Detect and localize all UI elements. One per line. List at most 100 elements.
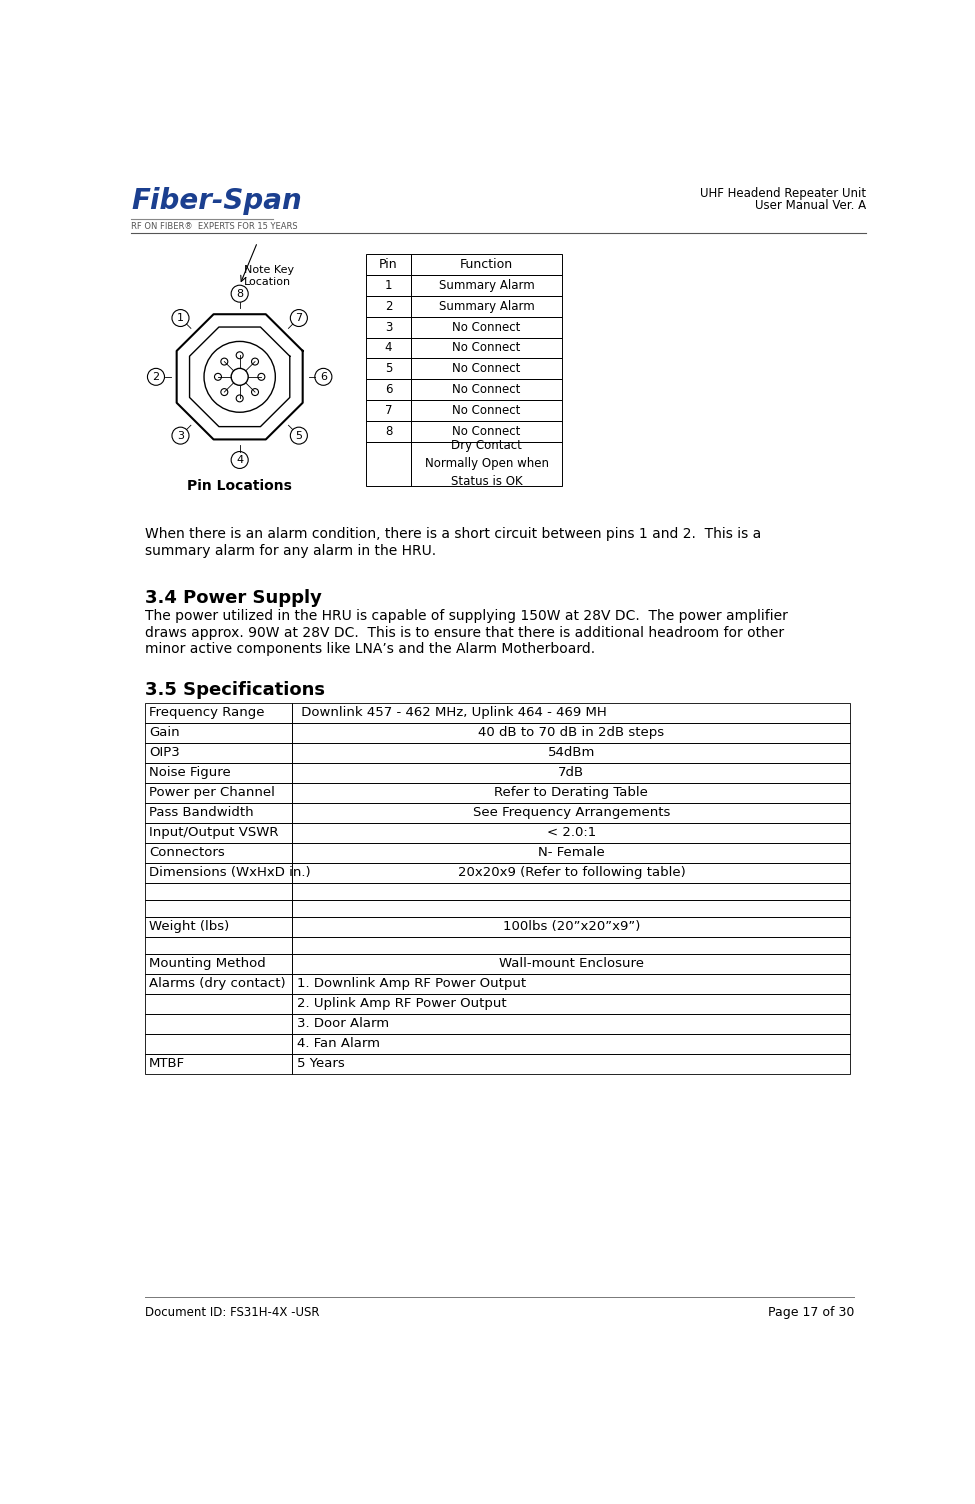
Text: 2. Uplink Amp RF Power Output: 2. Uplink Amp RF Power Output <box>297 997 507 1011</box>
Text: 5: 5 <box>385 362 392 374</box>
Text: summary alarm for any alarm in the HRU.: summary alarm for any alarm in the HRU. <box>145 544 436 558</box>
Text: 54dBm: 54dBm <box>548 746 595 760</box>
Bar <box>292 899 850 916</box>
Text: Downlink 457 - 462 MHz, Uplink 464 - 469 MH: Downlink 457 - 462 MHz, Uplink 464 - 469… <box>297 705 606 719</box>
Text: 3: 3 <box>385 320 392 334</box>
Bar <box>366 317 410 337</box>
Text: OIP3: OIP3 <box>149 746 179 760</box>
Text: 4. Fan Alarm: 4. Fan Alarm <box>297 1038 380 1050</box>
Text: Power per Channel: Power per Channel <box>149 787 275 799</box>
Text: 5 Years: 5 Years <box>297 1057 345 1071</box>
Bar <box>292 763 850 782</box>
Bar <box>145 1033 292 1054</box>
Text: 1: 1 <box>385 280 392 292</box>
Text: 3: 3 <box>177 430 184 441</box>
Text: Frequency Range: Frequency Range <box>149 705 264 719</box>
Bar <box>410 379 562 400</box>
Bar <box>366 421 410 442</box>
Bar <box>292 1054 850 1074</box>
Text: No Connect: No Connect <box>452 341 521 355</box>
Text: 2: 2 <box>385 299 392 313</box>
Bar <box>366 296 410 317</box>
Bar <box>292 973 850 994</box>
Bar <box>292 937 850 954</box>
Bar <box>410 337 562 358</box>
Bar <box>292 916 850 937</box>
Bar <box>292 782 850 803</box>
Bar <box>292 743 850 763</box>
Text: < 2.0:1: < 2.0:1 <box>547 826 596 839</box>
Text: Pin: Pin <box>379 257 398 271</box>
Text: 8: 8 <box>385 424 392 438</box>
Bar <box>292 823 850 842</box>
Bar <box>410 317 562 337</box>
Text: 2: 2 <box>152 371 160 382</box>
Text: User Manual Ver. A: User Manual Ver. A <box>755 199 866 212</box>
Bar <box>145 954 292 973</box>
Text: Summary Alarm: Summary Alarm <box>439 280 534 292</box>
Bar <box>145 973 292 994</box>
Text: 7dB: 7dB <box>559 766 584 779</box>
Bar <box>145 763 292 782</box>
Text: MTBF: MTBF <box>149 1057 185 1071</box>
Text: 1: 1 <box>177 313 184 323</box>
Text: Alarms (dry contact): Alarms (dry contact) <box>149 978 286 990</box>
Bar <box>366 379 410 400</box>
Bar <box>410 254 562 275</box>
Text: Pin Locations: Pin Locations <box>187 480 292 493</box>
Bar <box>410 442 562 486</box>
Text: Mounting Method: Mounting Method <box>149 957 266 970</box>
Text: No Connect: No Connect <box>452 362 521 374</box>
Bar <box>292 1033 850 1054</box>
Text: Gain: Gain <box>149 726 179 738</box>
Text: 7: 7 <box>295 313 302 323</box>
Text: 6: 6 <box>385 384 392 396</box>
Bar <box>292 1014 850 1033</box>
Text: draws approx. 90W at 28V DC.  This is to ensure that there is additional headroo: draws approx. 90W at 28V DC. This is to … <box>145 626 784 639</box>
Text: RF ON FIBER®  EXPERTS FOR 15 YEARS: RF ON FIBER® EXPERTS FOR 15 YEARS <box>132 223 297 232</box>
Text: minor active components like LNA’s and the Alarm Motherboard.: minor active components like LNA’s and t… <box>145 642 596 656</box>
Bar <box>145 743 292 763</box>
Bar <box>292 863 850 883</box>
Bar <box>145 842 292 863</box>
Text: 40 dB to 70 dB in 2dB steps: 40 dB to 70 dB in 2dB steps <box>479 726 664 738</box>
Bar <box>145 899 292 916</box>
Text: Dry Contact
Normally Open when
Status is OK: Dry Contact Normally Open when Status is… <box>424 439 549 489</box>
Text: 1. Downlink Amp RF Power Output: 1. Downlink Amp RF Power Output <box>297 978 526 990</box>
Text: No Connect: No Connect <box>452 424 521 438</box>
Text: The power utilized in the HRU is capable of supplying 150W at 28V DC.  The power: The power utilized in the HRU is capable… <box>145 609 788 623</box>
Text: 3. Door Alarm: 3. Door Alarm <box>297 1017 389 1030</box>
Bar <box>366 358 410 379</box>
Text: 3.5 Specifications: 3.5 Specifications <box>145 681 325 699</box>
Bar <box>292 883 850 899</box>
Text: 20x20x9 (Refer to following table): 20x20x9 (Refer to following table) <box>457 866 685 880</box>
Text: When there is an alarm condition, there is a short circuit between pins 1 and 2.: When there is an alarm condition, there … <box>145 526 761 541</box>
Text: Refer to Derating Table: Refer to Derating Table <box>494 787 648 799</box>
Bar <box>145 916 292 937</box>
Text: Function: Function <box>460 257 513 271</box>
Text: No Connect: No Connect <box>452 384 521 396</box>
Text: Document ID: FS31H-4X -USR: Document ID: FS31H-4X -USR <box>145 1305 320 1319</box>
Bar <box>366 337 410 358</box>
Text: Noise Figure: Noise Figure <box>149 766 231 779</box>
Bar <box>145 1054 292 1074</box>
Bar <box>145 782 292 803</box>
Text: Pass Bandwidth: Pass Bandwidth <box>149 806 254 820</box>
Text: 8: 8 <box>236 289 243 299</box>
Text: 3.4 Power Supply: 3.4 Power Supply <box>145 588 322 606</box>
Bar <box>145 702 292 722</box>
Bar <box>366 442 410 486</box>
Text: 7: 7 <box>385 405 392 417</box>
Bar <box>145 883 292 899</box>
Text: Weight (lbs): Weight (lbs) <box>149 920 229 932</box>
Text: Input/Output VSWR: Input/Output VSWR <box>149 826 279 839</box>
Text: N- Female: N- Female <box>538 847 604 859</box>
Text: No Connect: No Connect <box>452 320 521 334</box>
Bar <box>366 400 410 421</box>
Bar <box>410 400 562 421</box>
Bar <box>292 803 850 823</box>
Bar <box>292 994 850 1014</box>
Text: See Frequency Arrangements: See Frequency Arrangements <box>473 806 670 820</box>
Text: Fiber-Span: Fiber-Span <box>132 186 302 215</box>
Text: 4: 4 <box>236 456 243 465</box>
